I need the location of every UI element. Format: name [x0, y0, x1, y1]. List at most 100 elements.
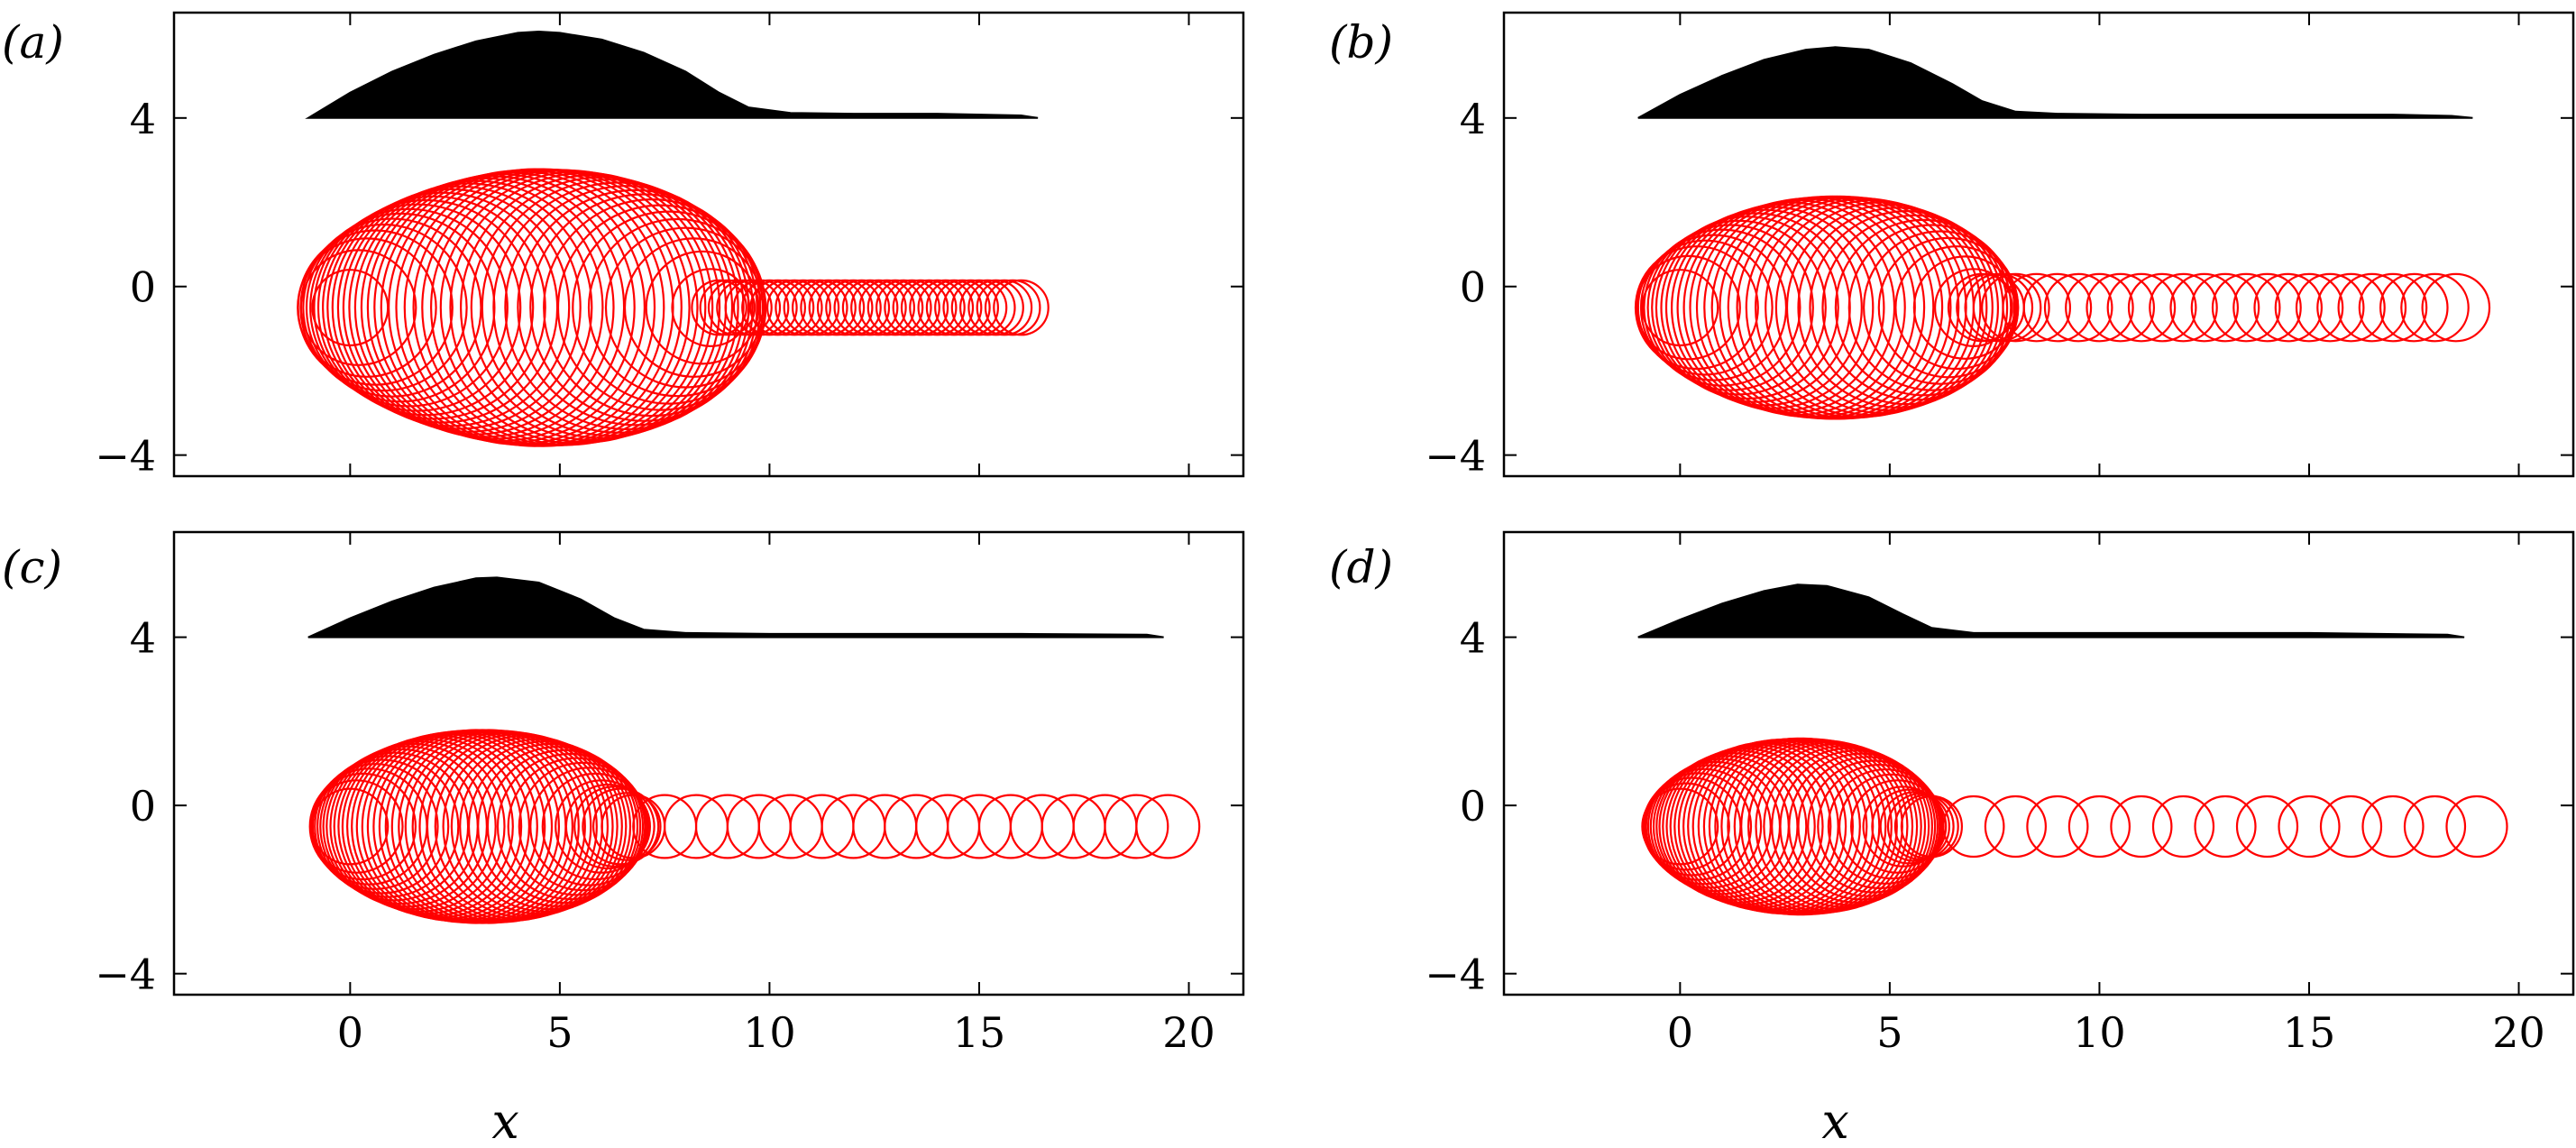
data-circle — [2169, 272, 2240, 343]
xtick-label: 20 — [1162, 1008, 1215, 1057]
xtick-label: 15 — [953, 1008, 1006, 1057]
data-circle — [2190, 272, 2260, 343]
data-circle — [404, 730, 598, 923]
data-circle — [421, 169, 699, 446]
data-circle — [2403, 794, 2467, 859]
data-circle — [450, 738, 628, 915]
data-circle — [430, 169, 707, 446]
data-circle — [942, 279, 1000, 336]
data-circle — [1779, 749, 1933, 904]
panel-b: −4 0 4 (b) — [1329, 11, 2575, 481]
data-circle — [1733, 739, 1909, 914]
data-circle — [604, 226, 766, 389]
x-axis-label: x — [1821, 1093, 1848, 1148]
ytick-label: −4 — [95, 951, 156, 999]
data-circle — [1788, 752, 1937, 901]
data-circle — [984, 279, 1041, 336]
data-circle — [517, 188, 754, 427]
data-circle — [884, 279, 940, 336]
data-circle — [329, 742, 497, 911]
data-circle — [1719, 195, 1944, 420]
data-circle — [308, 772, 417, 881]
data-circle — [507, 757, 646, 896]
data-circle — [1933, 268, 2013, 348]
data-circle — [2149, 272, 2218, 343]
data-circle — [1740, 739, 1914, 914]
data-circle — [426, 732, 614, 921]
data-circle — [724, 279, 782, 336]
data-circle — [1643, 228, 1801, 387]
data-circle — [573, 785, 655, 868]
data-circle — [800, 279, 857, 336]
data-circle — [741, 279, 798, 336]
data-circle — [1797, 756, 1939, 897]
data-circle — [299, 223, 468, 392]
xtick-label: 5 — [546, 1008, 573, 1057]
data-circle — [950, 279, 1008, 336]
data-circle — [543, 198, 762, 418]
data-circle — [1834, 218, 2012, 397]
data-circle — [1736, 196, 1960, 420]
data-circle — [2022, 272, 2093, 343]
axes-frame — [172, 11, 1245, 478]
ytick-label: −4 — [1425, 432, 1486, 481]
data-circle — [757, 279, 815, 336]
data-circle — [1981, 272, 2050, 343]
data-circle — [1763, 745, 1927, 908]
panel-d: −4 0 4 0 5 10 15 20 x (d) — [1329, 530, 2575, 1148]
data-circle — [2043, 272, 2113, 343]
data-circle — [691, 279, 747, 336]
data-circle — [716, 279, 773, 336]
thickness-profile — [1637, 583, 2465, 638]
data-circle — [1774, 201, 1988, 414]
data-circle — [1664, 208, 1863, 407]
panel-label: (c) — [2, 541, 62, 593]
data-circle — [2110, 794, 2173, 859]
ytick-label: 0 — [130, 782, 156, 831]
data-circle — [909, 279, 966, 336]
xtick-label: 10 — [743, 1008, 796, 1057]
ytick-label: −4 — [1425, 951, 1486, 999]
plot-area — [1634, 46, 2491, 420]
data-circle — [302, 217, 482, 398]
data-circle — [959, 279, 1016, 336]
data-circle — [2235, 794, 2299, 859]
data-circle — [1755, 742, 1922, 911]
data-circle — [2278, 794, 2341, 859]
data-circle — [1636, 239, 1774, 376]
data-circle — [841, 279, 899, 336]
data-circle — [671, 268, 751, 348]
data-circle — [518, 761, 648, 892]
data-circle — [2067, 794, 2131, 859]
ytick-label: 4 — [130, 614, 156, 663]
xtick-label: 15 — [2283, 1008, 2336, 1057]
data-circle — [2316, 272, 2386, 343]
data-circle — [587, 217, 767, 398]
data-circle — [1746, 740, 1919, 913]
data-circle — [707, 279, 765, 336]
data-circle — [1879, 791, 1950, 862]
data-circle — [1727, 195, 1952, 420]
data-circle — [2194, 794, 2257, 859]
data-circle — [449, 171, 721, 444]
data-circle — [2127, 272, 2197, 343]
data-circle — [2319, 794, 2383, 859]
data-circle — [1894, 245, 2020, 371]
data-circle — [825, 279, 882, 336]
data-circle — [2211, 272, 2281, 343]
data-circle — [1964, 272, 2034, 343]
data-circle — [900, 279, 958, 336]
data-circle — [1645, 767, 1763, 886]
panel-label: (d) — [1329, 541, 1393, 593]
data-circle — [1947, 272, 2017, 343]
data-circle — [1785, 204, 1994, 412]
data-circle — [1942, 794, 2005, 859]
plot-area — [307, 576, 1201, 924]
ytick-label: 4 — [130, 95, 156, 143]
data-circle — [591, 792, 662, 861]
data-circle — [917, 279, 975, 336]
data-circle — [316, 198, 535, 417]
data-circle — [439, 170, 714, 445]
ytick-label: 0 — [1460, 782, 1486, 831]
data-circle — [791, 279, 848, 336]
